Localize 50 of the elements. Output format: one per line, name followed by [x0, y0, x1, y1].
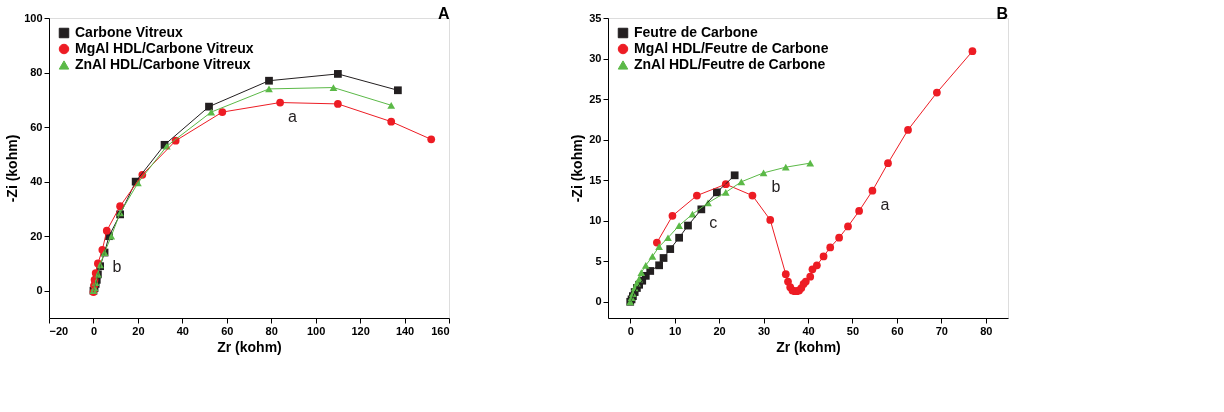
y-axis-title: -Zi (kohm): [4, 134, 21, 203]
y-tick-label: 40: [30, 175, 43, 188]
y-tick-label: 80: [30, 66, 43, 79]
chart-title: B: [996, 5, 1008, 22]
y-tick-label: 0: [36, 284, 43, 297]
annotation: a: [880, 195, 890, 213]
x-tick-label: 80: [265, 324, 278, 337]
x-tick-label: 70: [935, 324, 948, 337]
x-tick-label: 100: [306, 324, 326, 337]
legend-label: MgAl HDL/Carbone Vitreux: [75, 40, 254, 56]
x-tick-label: 10: [669, 324, 682, 337]
y-tick-label: 30: [589, 52, 602, 65]
x-tick-label: 0: [627, 324, 634, 337]
x-tick-label: −20: [49, 324, 69, 337]
legend-label: Feutre de Carbone: [634, 24, 758, 40]
y-tick-label: 5: [595, 254, 602, 267]
y-tick-label: 15: [589, 173, 602, 186]
y-tick-label: 35: [589, 11, 602, 24]
x-tick-label: 60: [891, 324, 904, 337]
x-tick-label: 140: [395, 324, 415, 337]
annotation: a: [288, 107, 298, 125]
x-tick-label: 80: [980, 324, 993, 337]
x-tick-label: 50: [846, 324, 860, 337]
x-tick-label: 40: [176, 324, 189, 337]
y-axis-title: -Zi (kohm): [569, 134, 586, 203]
y-tick-label: 100: [24, 11, 43, 24]
legend-label: Carbone Vitreux: [75, 24, 184, 40]
annotation: b: [112, 257, 122, 275]
y-tick-label: 60: [30, 120, 43, 133]
x-tick-label: 60: [221, 324, 234, 337]
x-axis-title: Zr (kohm): [217, 338, 282, 355]
x-tick-label: 0: [90, 324, 98, 337]
annotation: b: [771, 177, 781, 195]
x-axis-title: Zr (kohm): [776, 338, 841, 355]
legend-label: ZnAl HDL/Carbone Vitreux: [75, 56, 251, 72]
x-tick-label: 30: [757, 324, 771, 337]
x-tick-label: 20: [713, 324, 726, 337]
y-tick-label: 0: [595, 295, 602, 308]
y-tick-label: 10: [589, 214, 602, 227]
y-tick-label: 20: [589, 133, 602, 146]
x-tick-label: 40: [802, 324, 815, 337]
x-tick-label: 20: [132, 324, 145, 337]
y-tick-label: 25: [589, 92, 602, 105]
annotation: c: [709, 214, 718, 232]
x-tick-label: 120: [351, 324, 370, 337]
y-tick-label: 20: [30, 229, 43, 242]
x-tick-label: 160: [431, 324, 450, 337]
legend-label: ZnAl HDL/Feutre de Carbone: [634, 56, 826, 72]
chart-title: A: [437, 5, 450, 22]
legend-label: MgAl HDL/Feutre de Carbone: [634, 40, 829, 56]
